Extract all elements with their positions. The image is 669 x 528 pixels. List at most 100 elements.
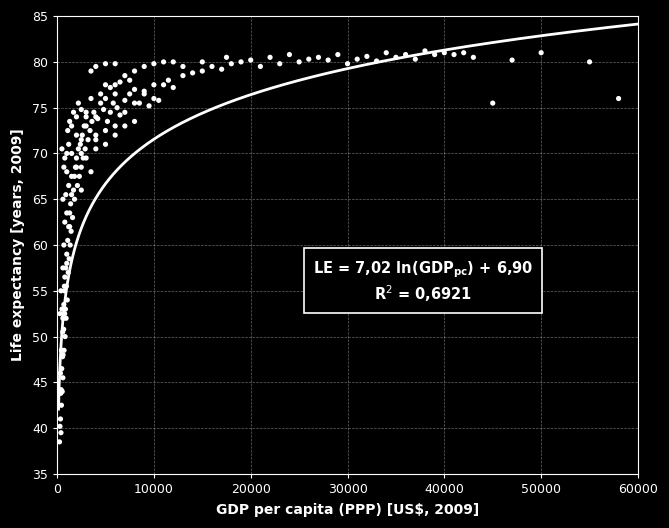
Point: [58, 373, 68, 382]
Point: [62, 209, 72, 217]
Point: [129, 85, 140, 93]
Point: [246, 56, 256, 64]
Point: [57, 353, 68, 361]
Point: [64, 117, 75, 126]
Point: [105, 108, 116, 117]
Point: [62, 250, 72, 258]
Point: [58, 328, 68, 336]
Point: [61, 282, 72, 290]
Point: [110, 131, 120, 139]
Point: [100, 140, 111, 148]
Point: [55, 422, 66, 430]
Point: [381, 49, 391, 57]
Point: [110, 122, 120, 130]
Point: [60, 218, 70, 227]
Point: [68, 108, 79, 117]
Point: [371, 56, 382, 65]
Point: [90, 112, 101, 121]
Point: [265, 53, 276, 62]
Point: [187, 69, 198, 77]
Point: [159, 81, 169, 89]
Point: [60, 154, 70, 162]
Point: [323, 56, 334, 64]
Point: [55, 309, 66, 318]
Text: LE = 7,02 ln(GDP$_{\mathregular{pc}}$) + 6,90
R$^{2}$ = 0,6921: LE = 7,02 ln(GDP$_{\mathregular{pc}}$) +…: [313, 259, 533, 304]
Point: [108, 99, 118, 107]
Point: [294, 58, 304, 66]
Point: [90, 62, 101, 71]
Point: [60, 309, 70, 318]
Point: [73, 99, 84, 107]
Point: [83, 136, 94, 144]
Point: [235, 58, 246, 66]
Point: [159, 58, 169, 66]
Point: [584, 58, 595, 66]
Point: [71, 131, 82, 139]
Point: [54, 438, 65, 446]
Point: [58, 241, 69, 249]
Point: [139, 62, 150, 71]
Point: [58, 300, 69, 309]
Point: [332, 50, 343, 59]
Point: [149, 81, 159, 89]
Point: [207, 62, 217, 71]
Point: [90, 145, 101, 153]
Point: [168, 58, 179, 66]
Point: [86, 95, 96, 103]
Point: [57, 346, 68, 354]
Point: [67, 213, 78, 222]
Point: [221, 53, 232, 62]
Point: [110, 81, 120, 89]
Point: [110, 60, 120, 68]
Point: [76, 149, 87, 158]
Point: [216, 65, 227, 73]
Point: [536, 49, 547, 57]
Point: [56, 346, 67, 354]
Point: [112, 103, 122, 112]
Point: [92, 115, 103, 123]
Point: [81, 154, 92, 162]
Point: [61, 314, 72, 323]
Point: [124, 76, 135, 84]
Point: [98, 105, 109, 114]
Point: [64, 222, 74, 231]
Point: [58, 163, 69, 172]
Point: [100, 60, 111, 68]
Point: [73, 145, 84, 153]
Point: [342, 60, 353, 68]
Point: [56, 429, 66, 437]
Point: [100, 126, 111, 135]
Point: [95, 90, 106, 98]
Point: [58, 263, 68, 272]
Point: [134, 99, 145, 107]
Point: [613, 95, 624, 103]
Point: [80, 145, 90, 153]
Point: [72, 181, 83, 190]
Point: [56, 385, 66, 394]
Point: [66, 200, 76, 208]
Point: [56, 389, 66, 398]
Point: [114, 111, 125, 119]
Point: [57, 387, 68, 395]
Point: [149, 95, 159, 103]
Point: [419, 46, 430, 55]
Point: [102, 117, 113, 126]
Point: [95, 99, 106, 107]
Point: [488, 99, 498, 107]
Point: [71, 154, 82, 162]
Point: [62, 296, 73, 304]
X-axis label: GDP per capita (PPP) [US$, 2009]: GDP per capita (PPP) [US$, 2009]: [216, 503, 479, 517]
Point: [62, 167, 72, 176]
Point: [57, 145, 68, 153]
Point: [65, 241, 76, 249]
Point: [58, 325, 69, 334]
Point: [56, 287, 66, 295]
Point: [62, 149, 72, 158]
Point: [69, 195, 80, 203]
Point: [64, 209, 75, 217]
Point: [64, 140, 74, 148]
Point: [66, 227, 76, 235]
Point: [255, 62, 266, 71]
Point: [105, 83, 116, 92]
Point: [64, 222, 75, 231]
